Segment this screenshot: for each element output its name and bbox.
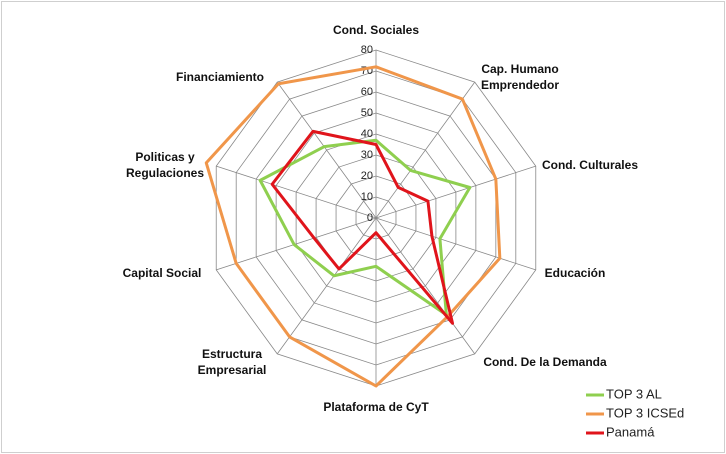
- y-tick-label: 0: [367, 212, 373, 224]
- series-line: [204, 65, 502, 388]
- y-tick-label: 30: [361, 149, 373, 161]
- category-label: Cond. De la Demanda: [483, 355, 607, 369]
- category-label: Cond. Culturales: [541, 158, 638, 172]
- category-label: Politicas y Regulaciones: [125, 150, 205, 180]
- y-tick-label: 40: [361, 128, 373, 140]
- y-tick-label: 10: [361, 191, 373, 203]
- axis-spoke: [216, 217, 377, 271]
- y-tick-label: 50: [361, 107, 373, 119]
- axis-spoke: [375, 165, 536, 219]
- legend-label: TOP 3 AL: [606, 386, 662, 401]
- axis-spoke: [375, 217, 536, 271]
- y-tick-label: 20: [361, 170, 373, 182]
- axis-spoke: [375, 81, 476, 219]
- category-label: Cap. Humano Emprendedor: [480, 62, 559, 92]
- axis-spoke: [276, 81, 377, 219]
- axis-spoke: [216, 165, 377, 219]
- category-label: Plataforma de CyT: [323, 400, 429, 414]
- y-tick-label: 80: [361, 44, 373, 56]
- category-label: Capital Social: [122, 266, 202, 280]
- axis-spoke: [276, 217, 377, 355]
- series-line: [270, 129, 455, 325]
- axis-spoke: [375, 217, 476, 355]
- legend-label: Panamá: [606, 424, 655, 439]
- category-label: Financiamiento: [175, 70, 264, 84]
- series-line: [258, 138, 472, 317]
- y-tick-label: 60: [361, 86, 373, 98]
- category-label: Cond. Sociales: [332, 23, 420, 37]
- category-label: Estructura Empresarial: [197, 347, 267, 377]
- legend-label: TOP 3 ICSEd: [606, 405, 684, 420]
- category-label: Educación: [544, 266, 606, 280]
